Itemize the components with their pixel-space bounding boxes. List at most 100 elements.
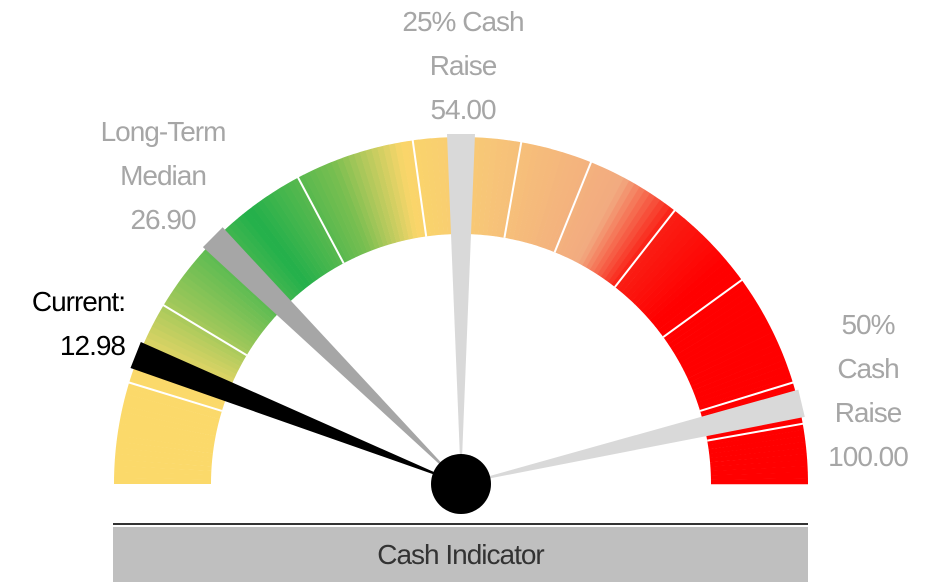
band-segment xyxy=(116,435,214,454)
band-segment xyxy=(406,140,427,238)
band-divider xyxy=(503,141,523,238)
band-segment xyxy=(621,218,689,296)
band-segment xyxy=(430,137,444,235)
band-segment xyxy=(538,153,575,248)
band-segment xyxy=(261,196,322,280)
band-segment xyxy=(146,331,237,379)
band-segment xyxy=(558,164,603,256)
band-segment xyxy=(707,423,804,446)
band-segment xyxy=(233,217,301,296)
band-segment xyxy=(325,162,368,254)
band-segment xyxy=(710,453,808,467)
band-segment xyxy=(154,315,243,367)
band-segment xyxy=(377,145,405,242)
band-segment xyxy=(710,459,808,472)
needle xyxy=(202,227,462,484)
band-segment xyxy=(487,138,504,236)
band-segment xyxy=(173,284,257,345)
band-segment xyxy=(176,279,259,341)
band-segment xyxy=(586,183,640,270)
band-segment xyxy=(517,145,546,242)
band-segment xyxy=(371,147,401,243)
band-segment xyxy=(554,162,597,254)
needle xyxy=(447,134,475,484)
band-segment xyxy=(709,447,807,463)
band-segment xyxy=(331,159,372,253)
band-segment xyxy=(706,417,803,441)
band-segment xyxy=(298,174,348,264)
band-segment xyxy=(114,453,212,467)
band-segment xyxy=(562,166,608,258)
band-segment xyxy=(660,275,742,338)
band-segment xyxy=(694,359,788,399)
needle xyxy=(461,389,805,484)
band-segment xyxy=(308,169,356,260)
band-segment xyxy=(114,459,212,471)
band-segment xyxy=(675,305,762,360)
band-segment xyxy=(474,137,486,235)
band-segment xyxy=(303,171,352,262)
band-segment xyxy=(652,260,731,327)
band-divider xyxy=(707,422,804,442)
marker-value: 26.90 xyxy=(130,204,196,235)
band-segment xyxy=(115,441,213,458)
band-segment xyxy=(247,206,311,287)
band-segment xyxy=(550,160,592,253)
band-segment xyxy=(151,320,241,371)
band-segment xyxy=(388,143,414,240)
band-segment xyxy=(157,310,245,363)
band-segment xyxy=(614,210,680,290)
band-segment xyxy=(611,206,675,288)
needles xyxy=(130,134,805,484)
band-segment xyxy=(697,371,792,407)
band-segment xyxy=(114,477,212,484)
band-segment xyxy=(574,174,625,264)
band-segment xyxy=(710,477,808,485)
band-segment xyxy=(400,141,423,238)
band-segment xyxy=(242,210,308,290)
band-segment xyxy=(469,137,480,235)
band-segment xyxy=(119,417,216,441)
band-segment xyxy=(143,337,235,383)
band-segment xyxy=(570,172,619,262)
band-segment xyxy=(631,230,703,305)
band-segment xyxy=(436,137,449,235)
band-segment xyxy=(546,157,586,251)
band-segment xyxy=(658,270,739,334)
band-segment xyxy=(122,399,219,428)
band-segment xyxy=(504,142,528,239)
band-divider xyxy=(296,176,345,264)
band-segment xyxy=(314,166,360,258)
band-divider xyxy=(162,303,248,357)
title-bar xyxy=(113,527,808,582)
band-segment xyxy=(683,326,774,375)
band-segment xyxy=(195,256,273,324)
band-segment xyxy=(292,177,344,266)
band-segment xyxy=(692,354,786,395)
band-segment xyxy=(512,144,540,241)
marker-name: Current: xyxy=(31,286,126,317)
band-divider xyxy=(662,278,744,338)
band-segment xyxy=(127,382,222,416)
band-segment xyxy=(646,251,724,321)
band-segment xyxy=(589,186,646,273)
band-segment xyxy=(121,405,218,433)
band-segment xyxy=(160,305,247,359)
band-divider xyxy=(699,381,795,412)
band-segment xyxy=(643,247,720,317)
band-segment xyxy=(710,465,808,476)
gauge-hub xyxy=(431,454,491,514)
band-segment xyxy=(257,199,318,282)
band-segment xyxy=(491,139,510,237)
band-segment xyxy=(695,365,790,403)
band-segment xyxy=(412,139,431,237)
marker-label: 50% Cash Raise 100.00 xyxy=(826,303,910,479)
band-segment xyxy=(359,150,393,245)
band-segment xyxy=(348,153,384,248)
band-segment xyxy=(117,429,215,450)
band-segment xyxy=(130,370,225,407)
marker-name: 25% Cash Raise xyxy=(402,6,524,81)
band-segment xyxy=(191,260,270,327)
band-segment xyxy=(689,342,781,387)
